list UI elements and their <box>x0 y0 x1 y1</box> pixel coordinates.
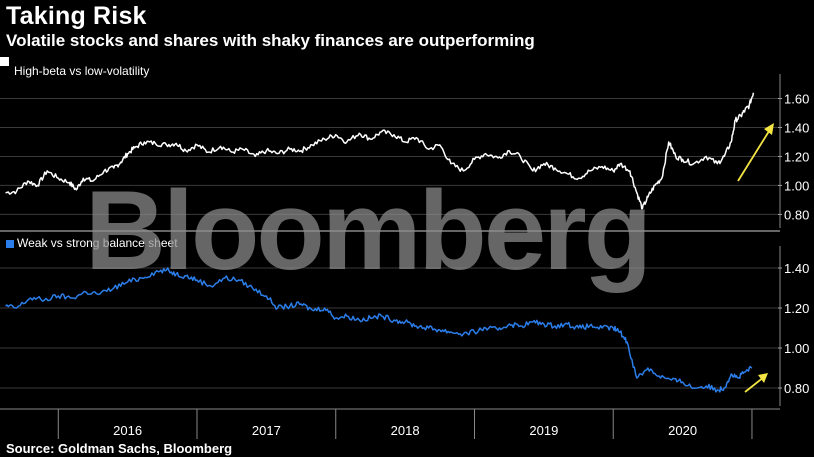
bloomberg-watermark: Bloomberg <box>85 168 649 293</box>
bottom-panel: Weak vs strong balance sheet 1.40 1.20 1.0… <box>0 236 809 406</box>
top-panel: High-beta vs low-volatility 1.60 1.40 1.20… <box>0 57 809 228</box>
legend-swatch-high-beta <box>0 57 9 66</box>
y-tick-label: 1.20 <box>784 301 809 316</box>
x-axis: 2016 2017 2018 2019 2020 <box>0 408 780 439</box>
legend-label-balance-sheet: Weak vs strong balance sheet <box>17 236 178 250</box>
y-tick-label: 0.80 <box>784 381 809 396</box>
yellow-arrow-top <box>737 123 774 182</box>
x-tick-label: 2018 <box>391 423 420 438</box>
y-tick-label: 1.60 <box>784 91 809 106</box>
chart-subtitle: Volatile stocks and shares with shaky fi… <box>6 31 535 50</box>
y-tick-label: 0.80 <box>784 207 809 222</box>
y-tick-label: 1.00 <box>784 178 809 193</box>
y-tick-label: 1.20 <box>784 149 809 164</box>
yellow-arrow-bottom <box>744 373 768 393</box>
source-note: Source: Goldman Sachs, Bloomberg <box>6 441 233 456</box>
x-tick-label: 2017 <box>252 423 281 438</box>
legend-label-high-beta: High-beta vs low-volatility <box>14 64 149 78</box>
series-line-high-beta <box>5 92 755 210</box>
y-tick-label: 1.40 <box>784 261 809 276</box>
series-line-balance-sheet <box>5 267 753 393</box>
chart-title: Taking Risk <box>6 2 147 30</box>
x-tick-label: 2019 <box>529 423 558 438</box>
y-tick-label: 1.00 <box>784 341 809 356</box>
x-tick-label: 2020 <box>668 423 697 438</box>
legend-swatch-balance-sheet <box>6 240 14 248</box>
x-tick-label: 2016 <box>113 423 142 438</box>
y-tick-label: 1.40 <box>784 120 809 135</box>
